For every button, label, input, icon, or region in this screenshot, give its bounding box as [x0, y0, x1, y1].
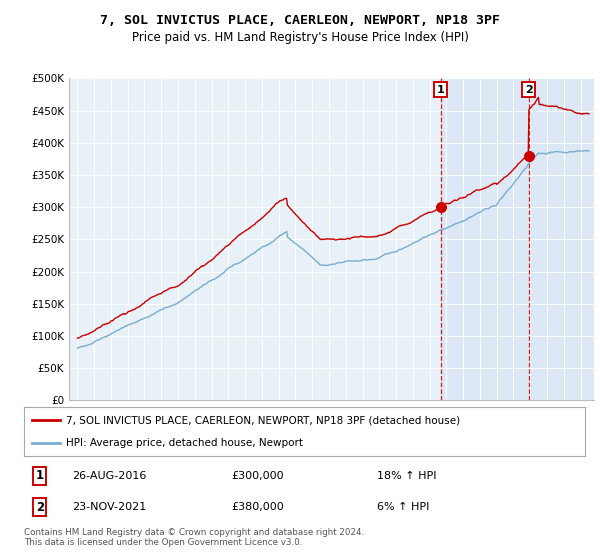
Text: 7, SOL INVICTUS PLACE, CAERLEON, NEWPORT, NP18 3PF (detached house): 7, SOL INVICTUS PLACE, CAERLEON, NEWPORT… [66, 416, 460, 426]
Text: HPI: Average price, detached house, Newport: HPI: Average price, detached house, Newp… [66, 438, 303, 448]
Text: 2: 2 [525, 85, 532, 95]
Text: 26-AUG-2016: 26-AUG-2016 [71, 471, 146, 481]
Text: Contains HM Land Registry data © Crown copyright and database right 2024.
This d: Contains HM Land Registry data © Crown c… [24, 528, 364, 547]
Text: 1: 1 [437, 85, 445, 95]
Text: 1: 1 [35, 469, 44, 482]
Text: 23-NOV-2021: 23-NOV-2021 [71, 502, 146, 512]
Text: 6% ↑ HPI: 6% ↑ HPI [377, 502, 430, 512]
Bar [440, 78, 594, 400]
Text: £380,000: £380,000 [232, 502, 284, 512]
Text: 18% ↑ HPI: 18% ↑ HPI [377, 471, 437, 481]
Text: £300,000: £300,000 [232, 471, 284, 481]
Text: 7, SOL INVICTUS PLACE, CAERLEON, NEWPORT, NP18 3PF: 7, SOL INVICTUS PLACE, CAERLEON, NEWPORT… [100, 14, 500, 27]
Text: Price paid vs. HM Land Registry's House Price Index (HPI): Price paid vs. HM Land Registry's House … [131, 31, 469, 44]
Text: 2: 2 [35, 501, 44, 514]
